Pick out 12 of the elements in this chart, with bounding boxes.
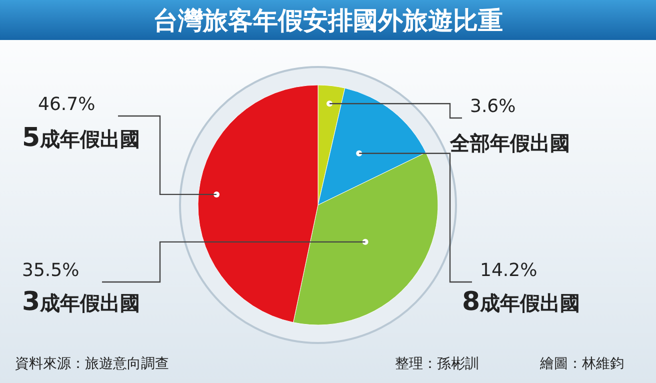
text: 繪圖：林維鈞: [539, 356, 624, 372]
source-note: 資料來源：旅遊意向調查: [15, 356, 169, 372]
data-label: 3.6%: [470, 96, 516, 117]
data-label: 46.7%: [38, 94, 96, 115]
text: 整理：孫彬訓: [395, 356, 479, 372]
slice-label: 全部年假出國: [449, 131, 570, 155]
slice-label: 5成年假出國: [22, 123, 140, 153]
data-label: 14.2%: [480, 260, 538, 281]
slice-label: 3成年假出國: [22, 287, 140, 317]
slice-label: 8成年假出國: [462, 287, 580, 317]
title: 台灣旅客年假安排國外旅遊比重: [153, 6, 503, 35]
data-label: 35.5%: [22, 260, 80, 281]
